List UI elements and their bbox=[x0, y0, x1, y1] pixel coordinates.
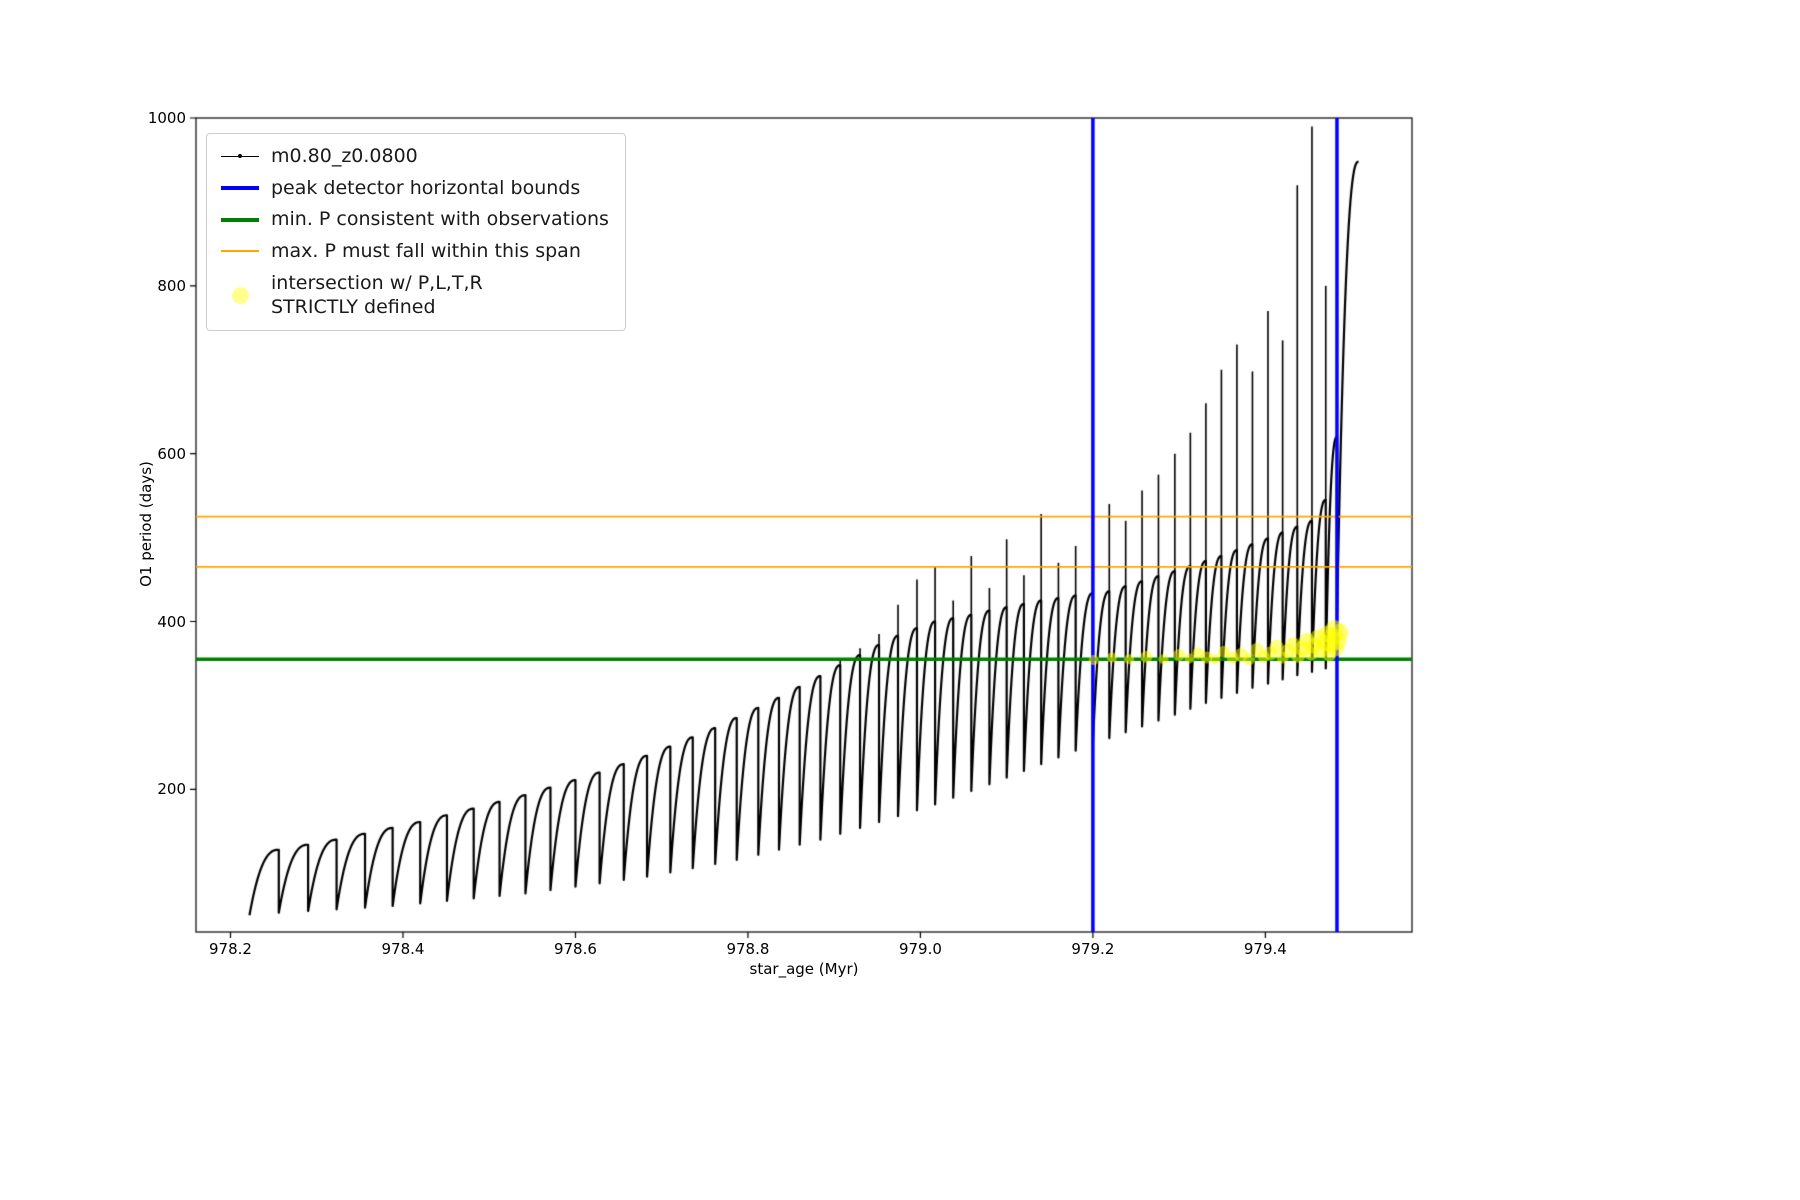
legend-item: intersection w/ P,L,T,R STRICTLY defined bbox=[219, 271, 609, 320]
legend-label: max. P must fall within this span bbox=[271, 240, 581, 263]
x-tick-label: 978.6 bbox=[553, 940, 597, 958]
legend-swatch-marker-icon bbox=[219, 283, 261, 307]
legend-swatch-line-icon bbox=[219, 239, 261, 263]
y-axis-label: O1 period (days) bbox=[137, 461, 155, 587]
legend-label: peak detector horizontal bounds bbox=[271, 176, 581, 199]
legend-swatch-line-icon bbox=[219, 144, 261, 168]
y-tick-label: 400 bbox=[157, 612, 186, 631]
legend-swatch-line-icon bbox=[219, 176, 261, 200]
x-tick-label: 979.4 bbox=[1243, 940, 1287, 958]
x-tick-label: 979.0 bbox=[898, 940, 942, 958]
x-tick-label: 978.8 bbox=[726, 940, 770, 958]
legend-label: min. P consistent with observations bbox=[271, 208, 609, 231]
y-tick-label: 800 bbox=[157, 276, 186, 295]
legend-label: intersection w/ P,L,T,R STRICTLY defined bbox=[271, 271, 483, 319]
legend-item: max. P must fall within this span bbox=[219, 239, 609, 264]
x-tick-label: 979.2 bbox=[1071, 940, 1115, 958]
x-tick-label: 978.4 bbox=[381, 940, 425, 958]
legend-label: m0.80_z0.0800 bbox=[271, 145, 418, 167]
legend-swatch-line-icon bbox=[219, 208, 261, 232]
legend-item: m0.80_z0.0800 bbox=[219, 144, 609, 169]
legend-item: min. P consistent with observations bbox=[219, 207, 609, 232]
y-tick-label: 1000 bbox=[147, 109, 186, 127]
x-tick-label: 978.2 bbox=[209, 940, 252, 958]
y-tick-label: 600 bbox=[157, 444, 186, 463]
x-axis-label: star_age (Myr) bbox=[749, 960, 859, 978]
y-tick-label: 200 bbox=[157, 780, 186, 799]
legend-item: peak detector horizontal bounds bbox=[219, 176, 609, 201]
